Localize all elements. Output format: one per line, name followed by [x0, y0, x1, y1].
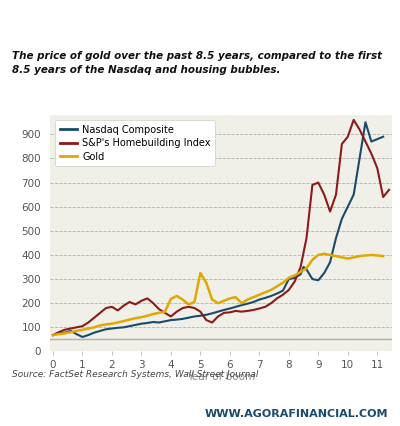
Text: Time for a Repeat?: Time for a Repeat? — [10, 14, 261, 37]
Text: WWW.AGORAFINANCIAL.COM: WWW.AGORAFINANCIAL.COM — [204, 409, 388, 419]
X-axis label: Year of boom: Year of boom — [187, 372, 255, 382]
Text: The price of gold over the past 8.5 years, compared to the first
8.5 years of th: The price of gold over the past 8.5 year… — [12, 52, 382, 75]
Legend: Nasdaq Composite, S&P's Homebuilding Index, Gold: Nasdaq Composite, S&P's Homebuilding Ind… — [55, 120, 216, 167]
Text: Source: FactSet Research Systems, Wall Street Journal: Source: FactSet Research Systems, Wall S… — [12, 370, 258, 379]
